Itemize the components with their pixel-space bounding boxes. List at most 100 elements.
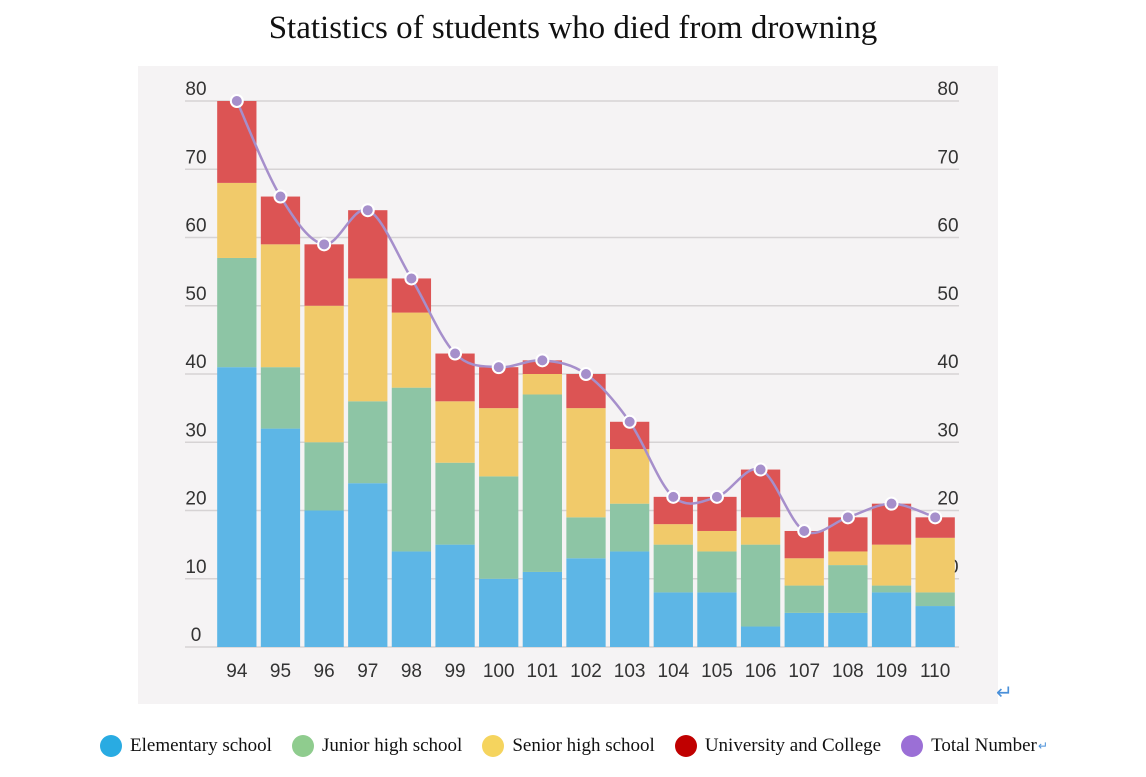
legend-dot [674,735,697,757]
bar-segment [348,401,388,484]
legend-item-university: University and College [674,735,882,757]
total-point [928,510,943,525]
bar-segment [348,483,388,647]
x-axis: 94 95 96 97 98 99 100 101 102 103 104 105 106 107 108 1… [226,661,950,682]
legend-item-junior: Junior high school [291,735,463,757]
bar-segment [740,544,781,627]
y-tick-label-right: 20 [937,489,958,510]
bar-segment [610,503,650,552]
y-axis-left: 0 10 20 30 40 50 60 70 80 [185,79,206,646]
bars [217,101,955,647]
y-tick-label-right: 80 [937,79,958,100]
bar-segment [566,558,606,647]
bar-segment [479,408,519,477]
bar-segment [391,551,432,647]
legend-dot [482,735,505,757]
bar-segment [260,244,301,368]
y-tick-label-left: 10 [185,557,206,578]
chart-title: Statistics of students who died from dro… [268,10,878,46]
legend-item-elementary: Elementary school [100,735,272,757]
bar-segment [217,257,257,368]
bar-segment [871,592,912,647]
total-point [709,489,724,504]
x-tick-label: 104 [657,661,689,682]
y-tick-label-right: 70 [937,147,958,168]
bar-segment [435,544,475,647]
total-point [317,237,332,252]
bar-segment [915,592,955,607]
bar-segment [871,544,912,586]
total-point [797,523,812,538]
x-tick-label: 109 [876,661,908,682]
y-tick-label-left: 20 [185,489,206,510]
bar-segment [610,551,650,647]
bar-segment [740,469,781,518]
bar-segment [391,312,432,388]
y-tick-label-left: 30 [185,420,206,441]
bar-segment [304,305,344,443]
bar-segment [784,585,824,613]
bar-segment [304,442,344,511]
bar-segment [522,571,562,647]
bar-segment [610,449,650,504]
bar-segment [217,367,257,647]
legend-label: Elementary school [130,735,272,756]
x-tick-label: 108 [832,661,864,682]
total-point [491,360,506,375]
total-point [360,203,375,218]
bar-segment [740,517,781,545]
total-point [753,462,768,477]
bar-segment [828,551,868,566]
bar-segment [828,565,868,613]
bar-segment [871,585,912,593]
bar-segment [697,551,737,593]
y-tick-label-left: 70 [185,147,206,168]
bar-segment [348,210,388,279]
bar-segment [566,408,606,518]
total-point [448,346,463,361]
bar-segment [435,462,475,545]
legend-label: University and College [704,735,882,756]
x-tick-label: 94 [226,661,248,682]
legend-dot [901,735,924,757]
bar-segment [784,612,824,647]
x-tick-label: 95 [270,661,291,682]
legend-item-total: Total Number ↵ [901,735,1048,757]
bar-segment [697,530,737,552]
legend-item-senior: Senior high school [482,735,655,757]
legend-label: Senior high school [512,735,655,756]
bar-segment [653,592,693,647]
x-tick-label: 98 [401,661,422,682]
bar-segment [260,196,301,245]
total-line [229,94,943,538]
bar-segment [566,517,606,559]
bar-segment [304,510,344,647]
bar-segment [915,606,955,647]
legend-label: Junior high school [321,735,463,756]
legend-label: Total Number [931,735,1037,756]
total-point [622,414,637,429]
y-tick-label-right: 40 [937,352,958,373]
bar-segment [260,428,301,647]
y-tick-label-left: 80 [185,79,206,100]
x-tick-label: 106 [745,661,777,682]
legend-dot [100,735,122,757]
bar-segment [479,476,519,579]
x-tick-label: 99 [444,661,465,682]
bar-segment [915,517,955,538]
bar-segment [740,626,781,647]
bar-segment [784,558,824,586]
total-point [535,353,550,368]
y-tick-label-right: 50 [937,284,958,305]
total-point [666,489,681,504]
y-tick-label-right: 30 [937,420,958,441]
bar-segment [435,401,475,463]
return-mark-small: ↵ [1037,739,1048,753]
total-point [884,496,899,511]
bar-segment [217,182,257,258]
bar-segment [522,374,562,395]
y-tick-label-left: 40 [185,352,206,373]
bar-segment [828,612,868,647]
legend: Elementary school Junior high school Sen… [100,730,1068,762]
total-point [404,271,419,286]
